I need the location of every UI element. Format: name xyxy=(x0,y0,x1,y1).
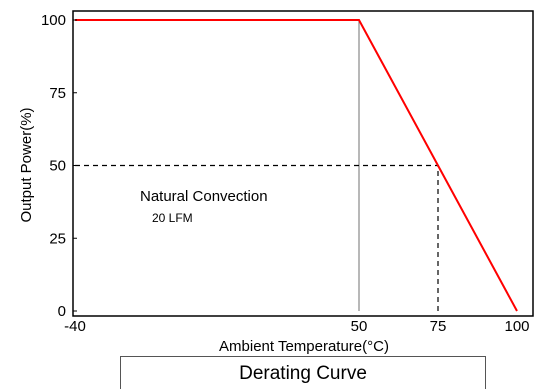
x-tick-label: 75 xyxy=(430,318,447,335)
reference-lines xyxy=(75,20,439,311)
x-tick-label: 50 xyxy=(351,318,368,335)
y-axis-title: Output Power(%) xyxy=(18,107,35,222)
y-tick-label: 0 xyxy=(58,303,66,320)
y-tick-label: 75 xyxy=(49,85,66,102)
x-axis-title: Ambient Temperature(°C) xyxy=(219,338,389,355)
x-axis-ticks: -40 50 75 100 xyxy=(64,318,529,335)
y-axis-ticks: 0 25 50 75 100 xyxy=(41,12,77,320)
chart-title: Derating Curve xyxy=(239,363,367,384)
plot-frame-group xyxy=(72,10,534,317)
annotation-natural-convection: Natural Convection xyxy=(140,188,268,205)
series-lines xyxy=(75,19,518,312)
series-line-0 xyxy=(75,19,518,312)
chart-caption-box: Derating Curve xyxy=(120,356,486,389)
annotation-airflow: 20 LFM xyxy=(152,211,193,225)
x-tick-label: -40 xyxy=(64,318,86,335)
x-tick-label: 100 xyxy=(504,318,529,335)
y-tick-label: 25 xyxy=(49,230,66,247)
plot-frame xyxy=(72,10,534,317)
y-tick-label: 100 xyxy=(41,12,66,29)
y-tick-label: 50 xyxy=(49,158,66,175)
